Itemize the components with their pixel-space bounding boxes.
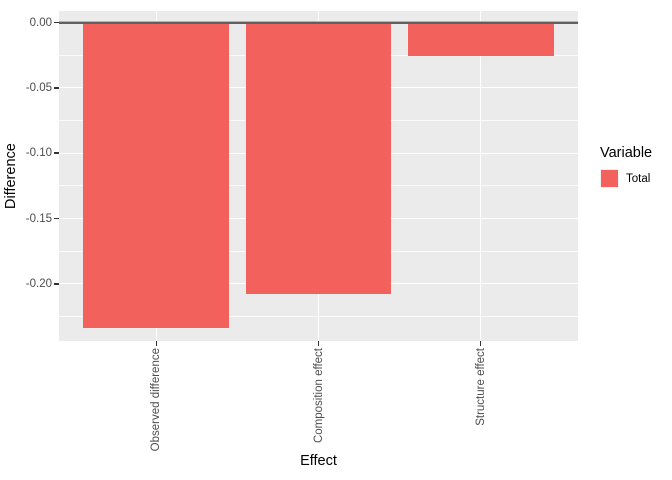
y-axis-title: Difference <box>3 143 19 209</box>
y-tick-mark <box>54 21 59 24</box>
y-tick-label: -0.20 <box>25 277 52 290</box>
y-tick-mark <box>54 152 59 154</box>
legend-entry-label: Total <box>626 172 651 185</box>
x-tick-mark <box>479 341 482 346</box>
y-tick-mark <box>54 87 59 89</box>
legend-key <box>600 169 619 188</box>
legend-title: Variable <box>600 145 653 161</box>
plot-panel <box>59 11 578 341</box>
x-major-gridline <box>480 11 482 341</box>
y-tick-mark <box>54 283 59 285</box>
y-tick-label: -0.05 <box>25 81 52 94</box>
x-tick-label: Composition effect <box>312 348 325 444</box>
bar-observed-difference <box>83 22 230 329</box>
y-minor-gridline <box>59 316 578 318</box>
y-tick-mark <box>54 217 59 220</box>
x-tick-label: Structure effect <box>474 348 487 426</box>
x-axis-title: Effect <box>300 453 337 469</box>
x-tick-mark <box>317 341 320 346</box>
zero-reference-line <box>59 20 578 24</box>
bar-structure-effect <box>407 22 554 57</box>
x-tick-label: Observed difference <box>150 348 163 452</box>
legend: Variable Total <box>600 145 652 188</box>
y-tick-label: -0.10 <box>25 147 52 160</box>
y-tick-label: -0.15 <box>25 212 52 225</box>
x-tick-mark <box>155 341 158 346</box>
y-tick-label: 0.00 <box>29 16 52 29</box>
legend-swatch <box>601 170 618 187</box>
bar-composition-effect <box>245 22 392 295</box>
legend-entry: Total <box>600 169 652 188</box>
